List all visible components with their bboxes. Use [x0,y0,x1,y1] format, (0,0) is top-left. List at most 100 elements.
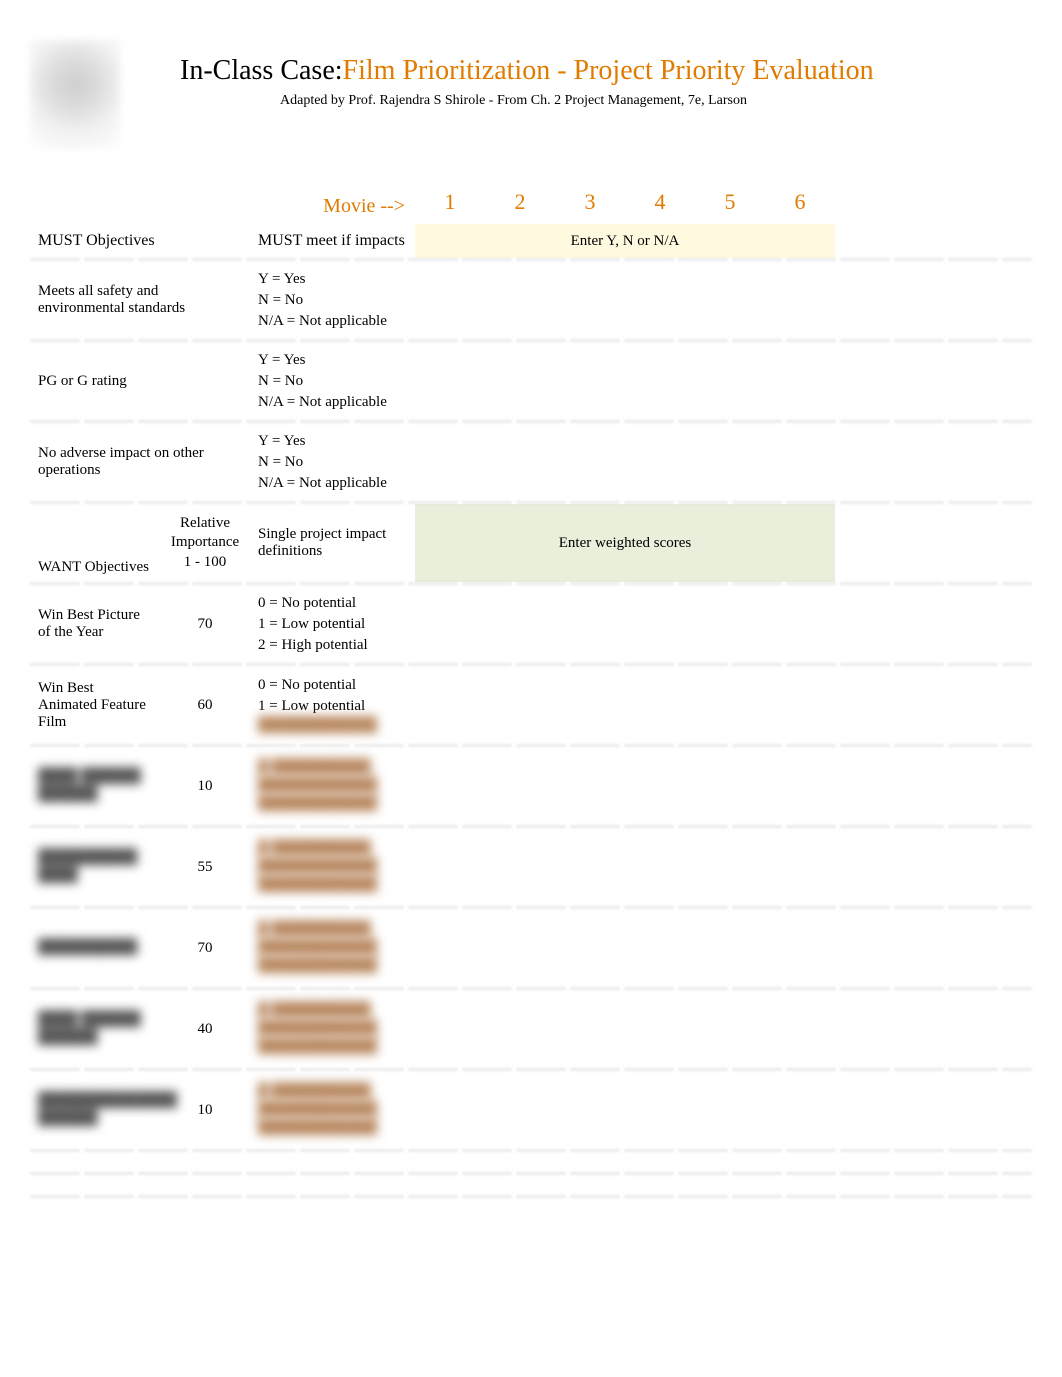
want-row-blurred: ██████████████ 55 █ ██████████ █████████… [30,828,1032,906]
want-cell[interactable] [695,585,765,663]
want-cell[interactable] [555,747,625,825]
want-def-blurred: █ ██████████ ████████████ ████████████ [250,1071,415,1149]
want-cell[interactable] [485,1071,555,1149]
summary-cell [415,1152,485,1172]
want-cell[interactable] [415,828,485,906]
must-objectives-header: MUST Objectives [30,224,250,258]
want-cell[interactable] [625,828,695,906]
movie-arrow-label: Movie --> [250,180,415,224]
want-cell[interactable] [765,747,835,825]
want-label-blurred: ████████████████████ [30,1071,160,1149]
want-row-best-animated: Win Best Animated Feature Film 60 0 = No… [30,666,1032,744]
want-cell[interactable] [625,1071,695,1149]
must-cell[interactable] [695,261,765,339]
row-separator [30,1068,1032,1071]
want-cell[interactable] [695,990,765,1068]
summary-cell [765,1175,835,1195]
summary-row [30,1175,1032,1195]
summary-cell [555,1152,625,1172]
must-cell[interactable] [555,261,625,339]
movie-header-row: Movie --> 1 2 3 4 5 6 [30,180,1032,224]
must-cell[interactable] [625,423,695,501]
want-cell[interactable] [415,747,485,825]
must-cell[interactable] [625,342,695,420]
summary-cell [625,1175,695,1195]
want-cell[interactable] [555,990,625,1068]
def-line: 2 = High potential [258,635,407,656]
want-cell[interactable] [415,666,485,744]
want-importance: 55 [160,828,250,906]
want-cell[interactable] [625,990,695,1068]
want-row-blurred: ████████████████████ 10 █ ██████████ ███… [30,1071,1032,1149]
want-cell[interactable] [765,585,835,663]
want-cell[interactable] [485,909,555,987]
want-cell[interactable] [415,990,485,1068]
want-cell[interactable] [485,666,555,744]
want-cell[interactable] [555,909,625,987]
want-cell[interactable] [625,585,695,663]
movie-col-2: 2 [485,180,555,224]
want-cell[interactable] [695,828,765,906]
def-line: N = No [258,371,407,392]
want-cell[interactable] [765,990,835,1068]
want-cell[interactable] [695,909,765,987]
summary-cell [485,1175,555,1195]
want-cell[interactable] [765,1071,835,1149]
def-line: N = No [258,290,407,311]
want-row-blurred: ██████████ 70 █ ██████████ ████████████ … [30,909,1032,987]
want-cell[interactable] [765,828,835,906]
must-cell[interactable] [555,342,625,420]
want-cell[interactable] [625,666,695,744]
want-cell[interactable] [695,1071,765,1149]
want-cell[interactable] [555,1071,625,1149]
must-cell[interactable] [485,261,555,339]
evaluation-table: Movie --> 1 2 3 4 5 6 MUST Objectives MU… [30,180,1032,1198]
want-label: Win Best Picture of the Year [30,585,160,663]
want-cell[interactable] [415,909,485,987]
want-cell[interactable] [555,585,625,663]
must-cell[interactable] [415,261,485,339]
must-cell[interactable] [765,261,835,339]
must-cell[interactable] [765,423,835,501]
want-entry-header: Enter weighted scores [415,504,835,582]
want-row-best-picture: Win Best Picture of the Year 70 0 = No p… [30,585,1032,663]
def-line: Y = Yes [258,431,407,452]
want-importance: 40 [160,990,250,1068]
def-line: 0 = No potential [258,593,407,614]
spacer [250,1152,415,1172]
want-cell[interactable] [555,666,625,744]
spacer [160,1175,250,1195]
must-cell[interactable] [485,423,555,501]
want-cell[interactable] [485,990,555,1068]
blurred-def-line: ████████████ [258,717,407,735]
must-row-operations: No adverse impact on other operations Y … [30,423,1032,501]
want-cell[interactable] [695,747,765,825]
must-cell[interactable] [415,342,485,420]
must-cell[interactable] [555,423,625,501]
must-cell[interactable] [695,342,765,420]
want-cell[interactable] [555,828,625,906]
want-cell[interactable] [485,585,555,663]
spacer [30,180,250,224]
must-cell[interactable] [485,342,555,420]
want-cell[interactable] [415,1071,485,1149]
must-cell[interactable] [625,261,695,339]
want-row-blurred: ████ ████████████ 10 █ ██████████ ██████… [30,747,1032,825]
row-separator [30,420,1032,423]
must-cell[interactable] [415,423,485,501]
want-cell[interactable] [625,909,695,987]
want-cell[interactable] [695,666,765,744]
want-cell[interactable] [625,747,695,825]
row-separator [30,744,1032,747]
must-cell[interactable] [695,423,765,501]
summary-cell [765,1152,835,1172]
want-cell[interactable] [485,828,555,906]
must-def-safety: Y = Yes N = No N/A = Not applicable [250,261,415,339]
want-importance: 70 [160,909,250,987]
want-cell[interactable] [415,585,485,663]
must-cell[interactable] [765,342,835,420]
want-cell[interactable] [485,747,555,825]
want-cell[interactable] [765,909,835,987]
movie-col-5: 5 [695,180,765,224]
want-cell[interactable] [765,666,835,744]
